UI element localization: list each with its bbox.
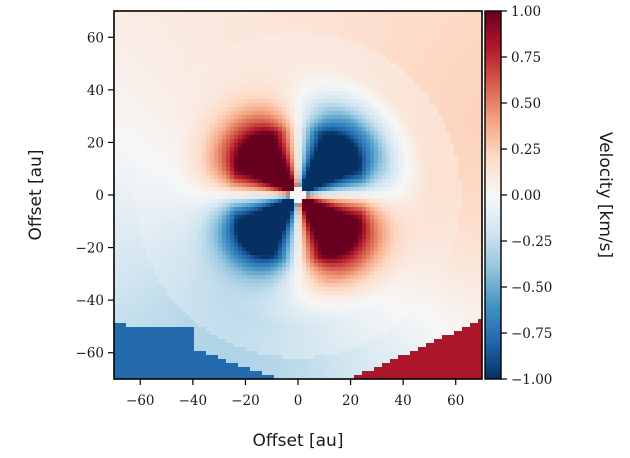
colorbar-label: Velocity [km/s]: [595, 132, 615, 258]
colorbar-tick-label: −0.75: [511, 326, 552, 342]
colorbar-tick-label: −0.50: [511, 280, 552, 296]
x-tick-label: 40: [395, 393, 412, 409]
velocity-heatmap: [114, 11, 482, 379]
y-tick-label: 0: [95, 188, 104, 204]
y-tick-label: −20: [76, 241, 105, 257]
y-axis-ticks: 60 40 20 0 −20 −40 −60: [76, 30, 114, 362]
y-tick-label: −40: [76, 293, 105, 309]
y-tick-label: 60: [87, 30, 104, 46]
x-tick-label: 60: [447, 393, 464, 409]
colorbar: [484, 10, 502, 380]
x-tick-label: −40: [179, 393, 208, 409]
y-axis-label: Offset [au]: [26, 150, 46, 241]
x-tick-label: −60: [126, 393, 155, 409]
colorbar-ticks: 1.00 0.75 0.50 0.25 0.00 −0.25 −0.50 −0.75 −1.00: [501, 4, 552, 388]
colorbar-tick-label: −1.00: [511, 372, 552, 388]
colorbar-tick-label: 1.00: [511, 4, 541, 20]
x-tick-label: 0: [294, 393, 303, 409]
x-axis-label: Offset [au]: [253, 431, 344, 451]
x-axis-ticks: −60 −40 −20 0 20 40 60: [126, 379, 464, 409]
x-tick-label: 20: [342, 393, 359, 409]
y-tick-label: −60: [76, 346, 105, 362]
x-tick-label: −20: [231, 393, 260, 409]
colorbar-tick-label: 0.75: [511, 50, 541, 66]
colorbar-tick-label: 0.25: [511, 142, 541, 158]
y-tick-label: 40: [87, 83, 104, 99]
colorbar-tick-label: 0.50: [511, 96, 541, 112]
colorbar-tick-label: 0.00: [511, 188, 541, 204]
y-tick-label: 20: [87, 135, 104, 151]
colorbar-tick-label: −0.25: [511, 234, 552, 250]
